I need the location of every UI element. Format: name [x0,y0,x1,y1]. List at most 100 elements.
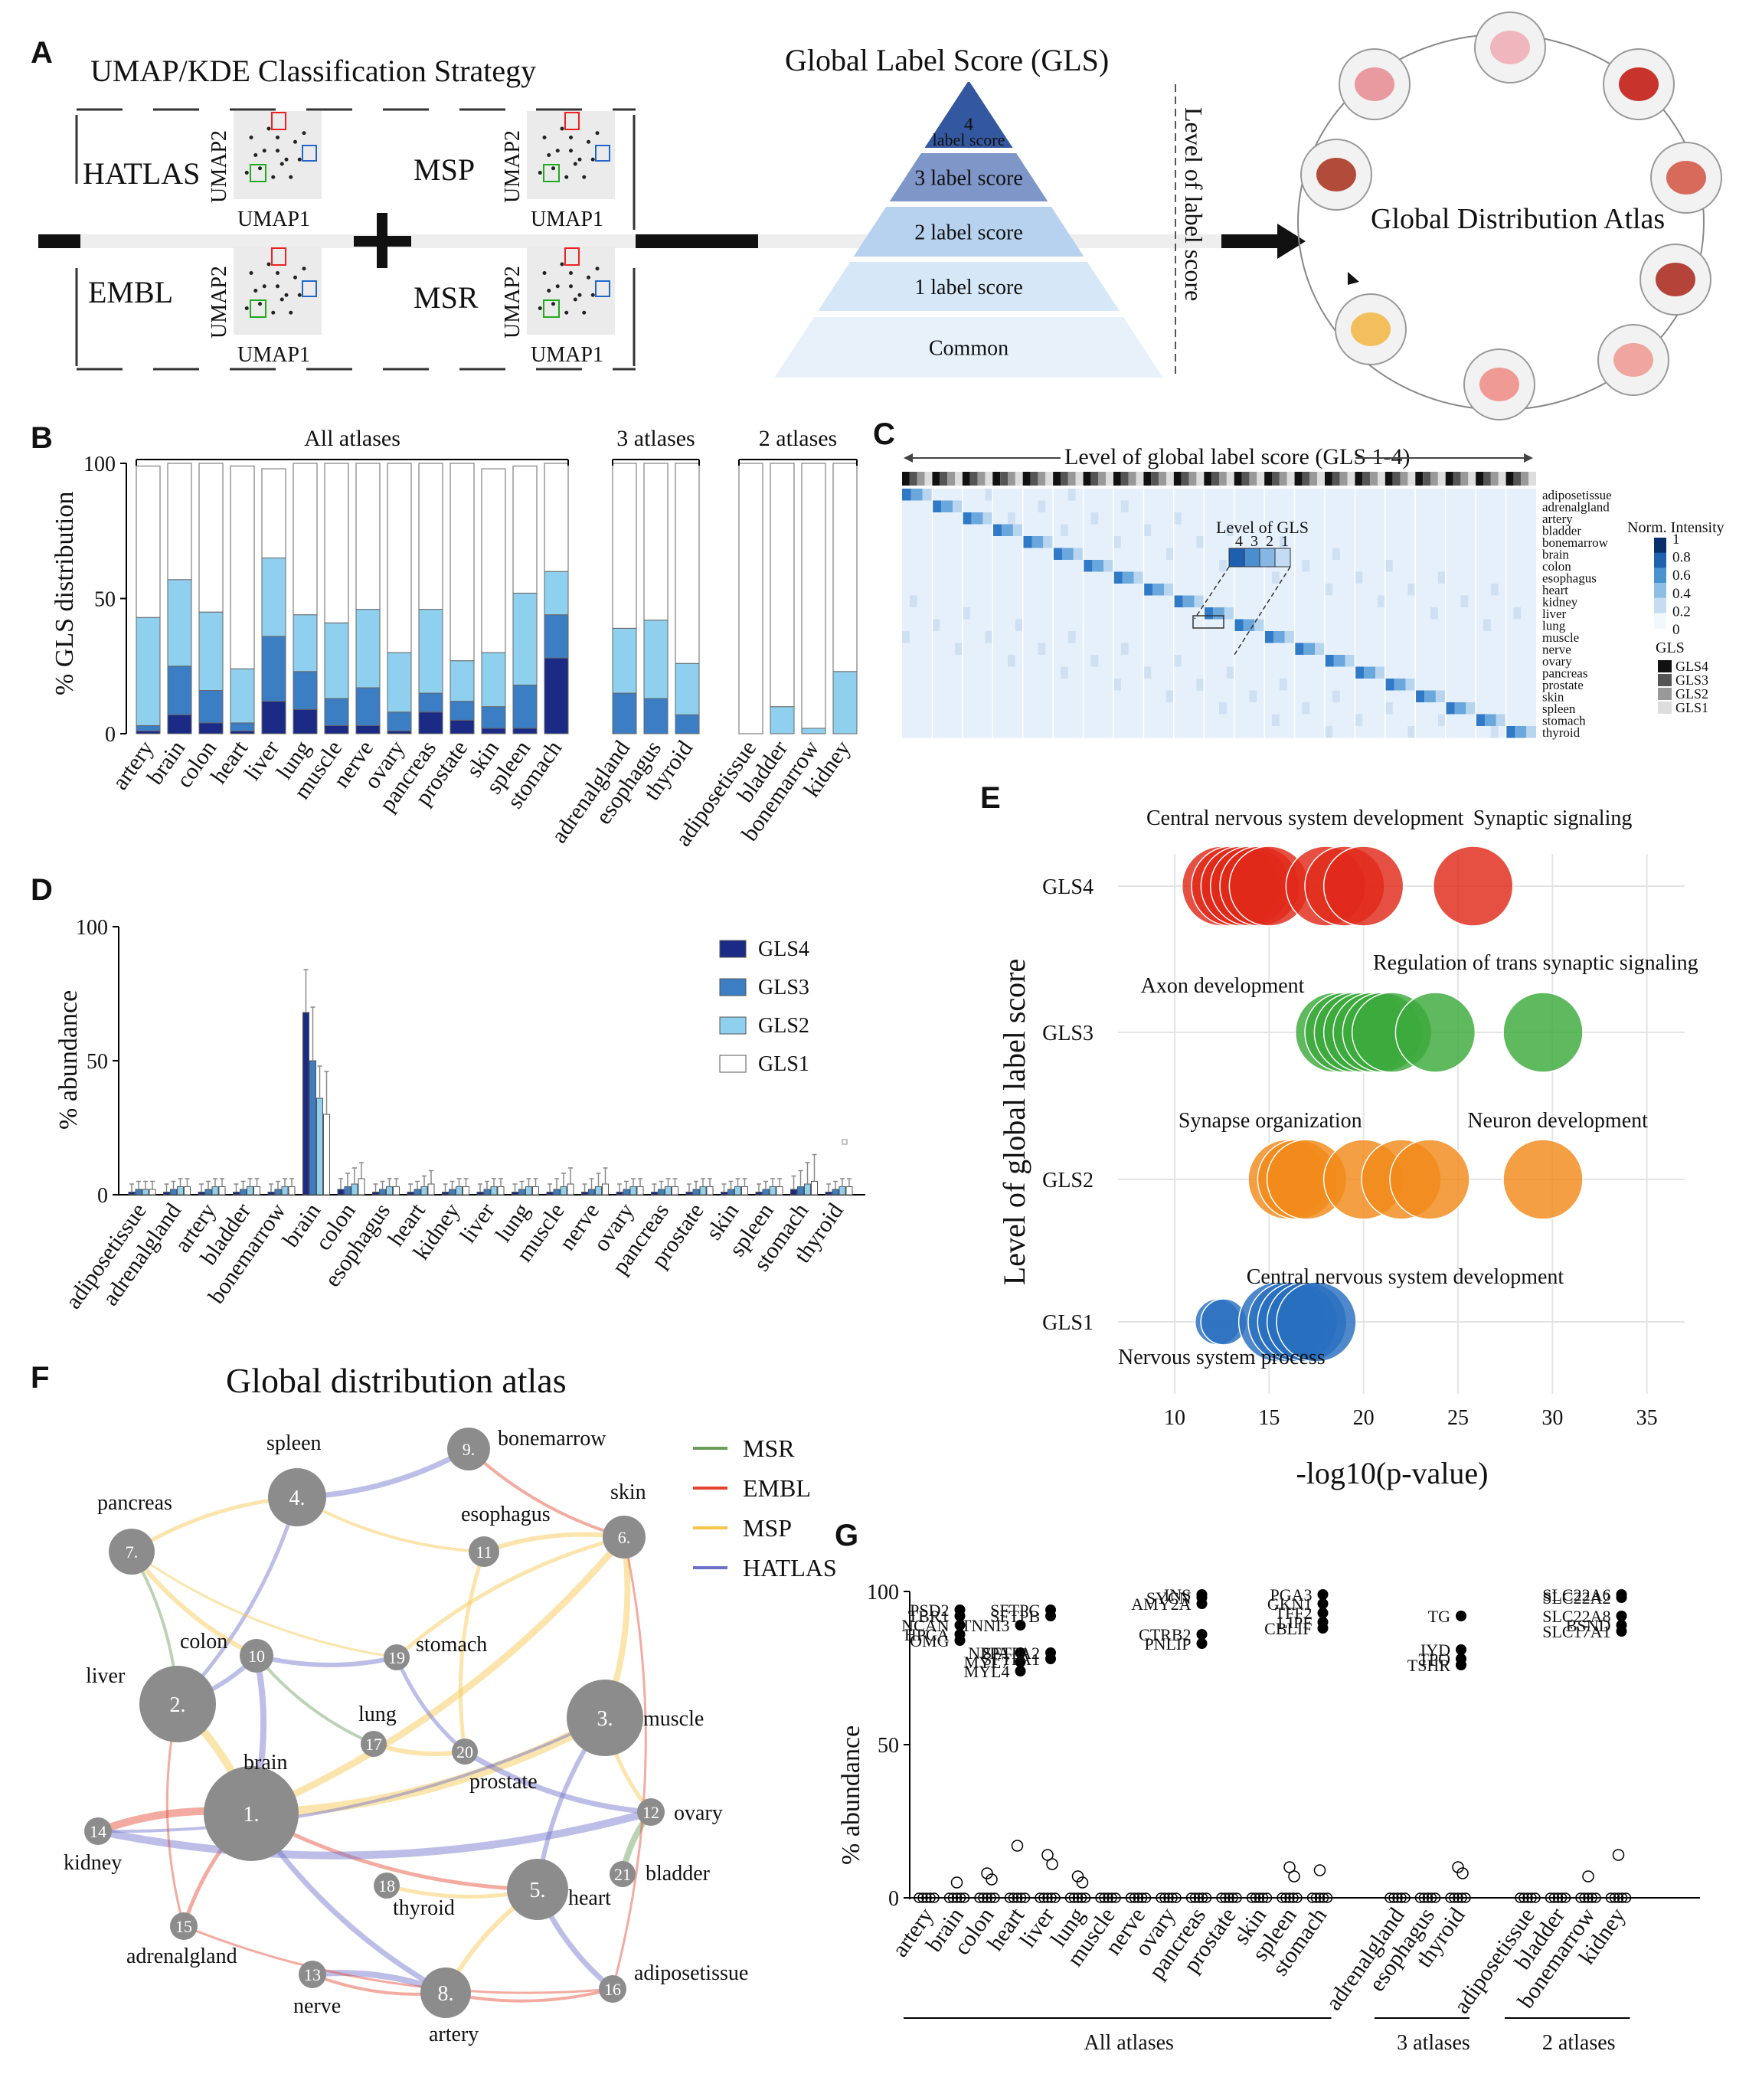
heatmap-cell-high [1355,666,1365,679]
heatmap-cell-low [1375,666,1385,679]
bar-segment [293,614,318,672]
heatmap-cell [1272,714,1280,726]
umap-point [262,284,266,289]
bar-segment [324,698,349,726]
gls-header-cell [1053,472,1061,486]
y-tick-label: 100 [83,453,116,476]
y-axis-label: % abundance [837,1725,865,1865]
organ-ring [1297,11,1722,420]
node-label: liver [86,1664,126,1688]
bar [177,1186,184,1196]
panel-letter-b: B [31,421,53,455]
category-label: GLS2 [1042,1169,1094,1192]
gls-header-cell [1521,472,1529,486]
umap-point [538,171,542,175]
heatmap-cell-mid [1424,690,1436,702]
heatmap-cell-low [1073,548,1084,560]
data-point [1004,1892,1015,1903]
bar [525,1186,532,1196]
gls-header-cell [1437,472,1446,486]
pathway-annotation: Synaptic signaling [1473,806,1633,830]
umap-plot-area [527,247,615,335]
gls-header-cell [1090,472,1099,486]
organ-shape [1613,343,1653,377]
umap-point [284,157,289,162]
pyramid-layer [853,207,1084,257]
pathway-annotation: Central nervous system development [1146,806,1464,830]
highlight-point [1616,1611,1627,1621]
heatmap-cell [1332,690,1340,702]
organ-shape [1351,312,1391,346]
node-label: bonemarrow [498,1427,606,1451]
heatmap-cell [1430,607,1438,620]
heatmap-cell [1219,702,1227,715]
gls-header-cell [1038,472,1046,486]
bar-segment [544,571,569,616]
heatmap-cell-mid [1152,584,1165,596]
data-point [1103,1892,1113,1903]
node-number: 13 [304,1965,321,1984]
group-label: 3 atlases [1397,2031,1470,2055]
data-point [1605,1892,1617,1903]
highlight-point [954,1635,966,1646]
bar [845,1186,853,1196]
data-point [1140,1892,1152,1903]
heatmap-cell [1437,571,1446,584]
bar [595,1186,602,1196]
bar [755,1192,763,1196]
network-edge [247,1533,628,1817]
network-edge [254,1654,399,1667]
bar [379,1189,386,1196]
data-point [1197,1892,1208,1903]
heatmap-cell [1490,584,1499,596]
umap-point [276,271,280,275]
gls-header-cell [1392,472,1401,486]
umap-point [573,297,577,302]
pathway-annotation: Neuron development [1467,1109,1648,1133]
bar [420,1186,428,1196]
group-label: All atlases [1084,2031,1174,2055]
heatmap-cell [962,607,970,620]
data-point [1171,1892,1182,1903]
heatmap-cell [1090,512,1099,525]
data-point [1306,1892,1318,1903]
heatmap-row-label: bonemarrow [1542,535,1609,550]
data-point [1193,1892,1205,1903]
atlas-label-embl: EMBL [88,275,173,309]
node-number: 10 [248,1647,265,1666]
colorbar-tick: 0.2 [1672,604,1691,620]
gene-label: TBR1 [908,1607,950,1626]
network-edge [611,1536,647,1990]
legend-label: GLS3 [758,976,809,999]
gls-header-cell [1445,472,1453,486]
data-point [1449,1892,1460,1903]
gls-header-cell [1120,472,1129,486]
y-axis-label: Level of global label score [997,959,1031,1285]
bar-segment [612,627,637,694]
heatmap-cell-mid [1303,643,1316,655]
data-point [1422,1892,1434,1903]
gls-header-cell [1302,472,1310,486]
umap-point [587,139,590,144]
data-point [1453,1892,1463,1903]
heatmap-cell-mid [941,500,953,512]
group-label: 3 atlases [616,426,695,451]
heatmap-cell-low [1224,607,1234,620]
gls-header-cell [1332,472,1340,486]
inset-cell [1228,548,1245,568]
heatmap-cell [1325,584,1332,596]
highlight-point [1317,1589,1329,1600]
umap-point [547,153,551,157]
bar-segment [675,714,700,734]
node-number: 2. [170,1693,186,1717]
gene-label: LIPF [1277,1613,1312,1632]
gene-label: SFTPA1 [982,1650,1040,1669]
heatmap-cell [1196,536,1205,548]
data-point [1384,1892,1395,1903]
data-point [1392,1892,1403,1903]
legend-swatch [719,1016,747,1035]
